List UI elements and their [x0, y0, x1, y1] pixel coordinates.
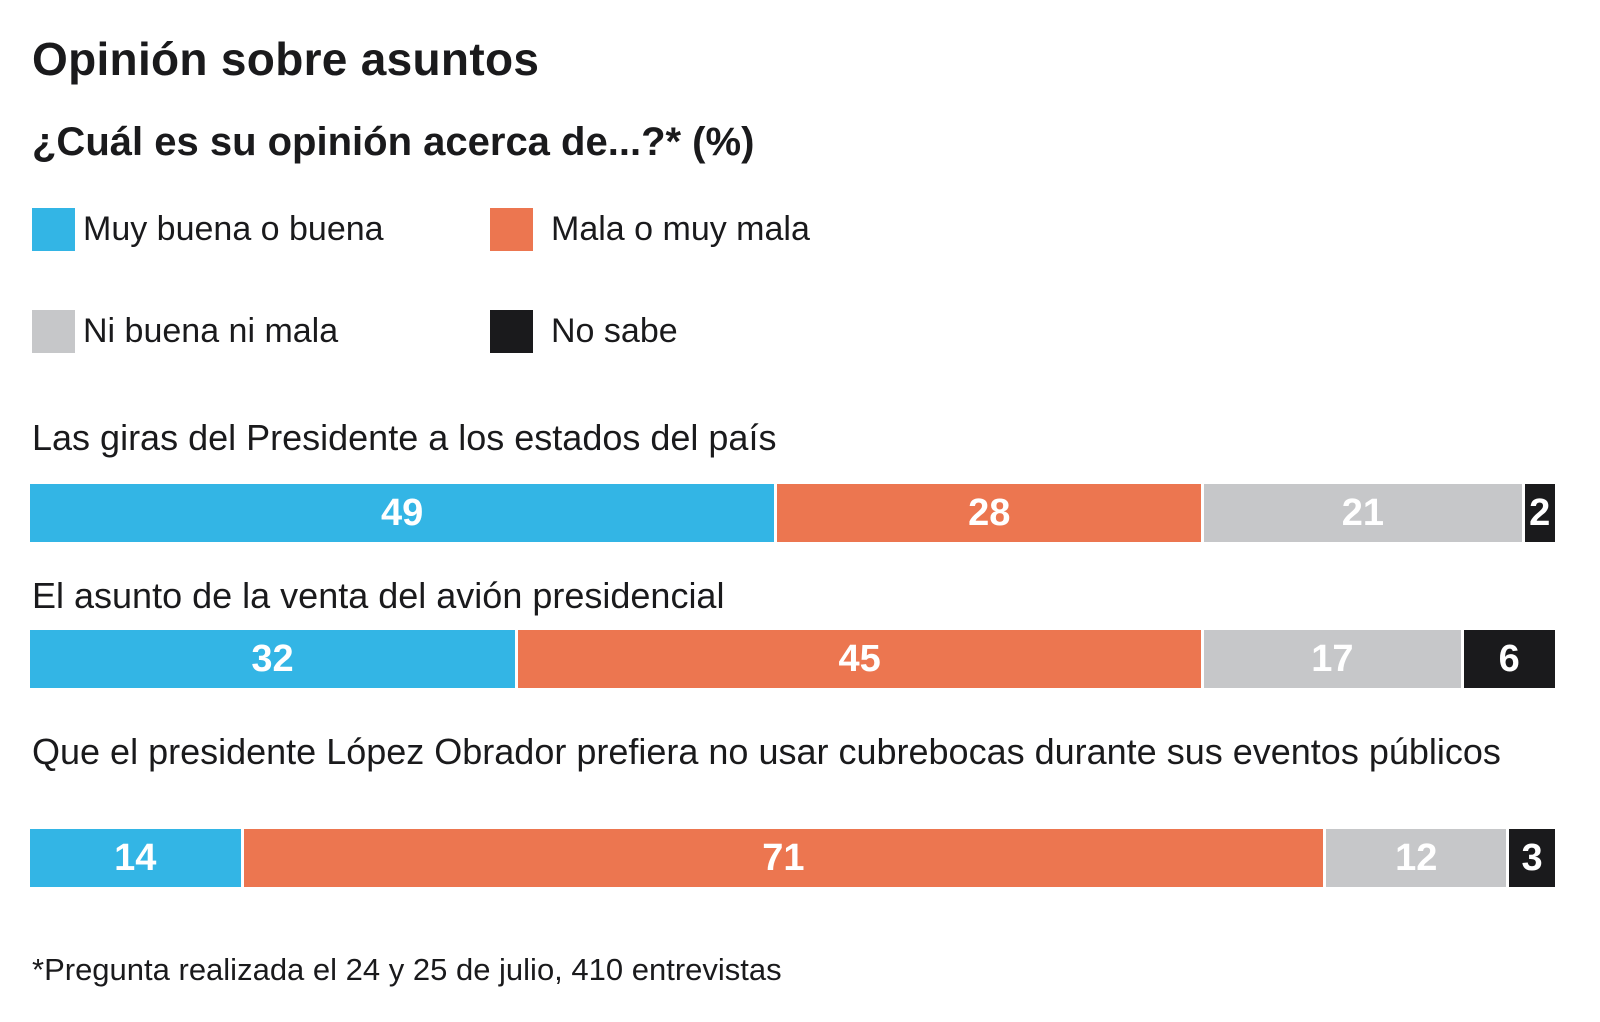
- chart-subtitle: ¿Cuál es su opinión acerca de...?* (%): [32, 120, 755, 164]
- stacked-bar-giras: 49 28 21 2: [30, 484, 1555, 542]
- legend-item-muy-buena: Muy buena o buena: [32, 207, 384, 251]
- footnote: *Pregunta realizada el 24 y 25 de julio,…: [32, 952, 782, 987]
- legend-item-no-sabe: No sabe: [490, 309, 678, 353]
- bar-segment-no-sabe: 6: [1463, 630, 1555, 688]
- legend-item-mala: Mala o muy mala: [490, 207, 810, 251]
- legend-item-ni-buena: Ni buena ni mala: [32, 309, 338, 353]
- category-label-avion: El asunto de la venta del avión presiden…: [32, 575, 725, 616]
- data-label: 45: [838, 637, 881, 680]
- legend-label-muy-buena: Muy buena o buena: [83, 209, 384, 248]
- bar-segment-no-sabe: 2: [1524, 484, 1555, 542]
- data-label: 12: [1395, 836, 1438, 879]
- bar-segment-ni-buena: 17: [1204, 630, 1461, 688]
- data-label: 32: [251, 637, 294, 680]
- bar-segment-muy-buena: 14: [30, 829, 241, 887]
- category-label-giras: Las giras del Presidente a los estados d…: [32, 417, 777, 458]
- legend-swatch-mala: [490, 207, 533, 251]
- data-label: 6: [1498, 637, 1520, 680]
- data-label: 2: [1529, 491, 1551, 534]
- bar-segment-muy-buena: 49: [30, 484, 775, 542]
- data-label: 3: [1521, 836, 1543, 879]
- data-label: 28: [968, 491, 1011, 534]
- bar-segment-muy-buena: 32: [30, 630, 515, 688]
- chart-title: Opinión sobre asuntos: [32, 33, 540, 85]
- data-label: 21: [1341, 491, 1385, 534]
- bar-segment-mala: 45: [518, 630, 1202, 688]
- bar-segment-ni-buena: 12: [1326, 829, 1507, 887]
- legend-swatch-ni-buena: [32, 309, 75, 353]
- stacked-bar-cubrebocas: 14 71 12 3: [30, 829, 1555, 887]
- legend-label-no-sabe: No sabe: [551, 311, 678, 350]
- bar-segment-no-sabe: 3: [1509, 829, 1555, 887]
- data-label: 14: [114, 836, 157, 879]
- legend-label-mala: Mala o muy mala: [551, 209, 810, 248]
- data-label: 71: [762, 836, 805, 879]
- legend-swatch-muy-buena: [32, 207, 75, 251]
- data-label: 17: [1311, 637, 1354, 680]
- bar-segment-ni-buena: 21: [1204, 484, 1522, 542]
- legend-swatch-no-sabe: [490, 309, 533, 353]
- data-label: 49: [380, 491, 424, 534]
- legend-label-ni-buena: Ni buena ni mala: [83, 311, 339, 350]
- category-label-cubrebocas: Que el presidente López Obrador prefiera…: [32, 731, 1501, 772]
- bar-segment-mala: 28: [777, 484, 1202, 542]
- bar-segment-mala: 71: [243, 829, 1324, 887]
- stacked-bar-avion: 32 45 17 6: [30, 630, 1555, 688]
